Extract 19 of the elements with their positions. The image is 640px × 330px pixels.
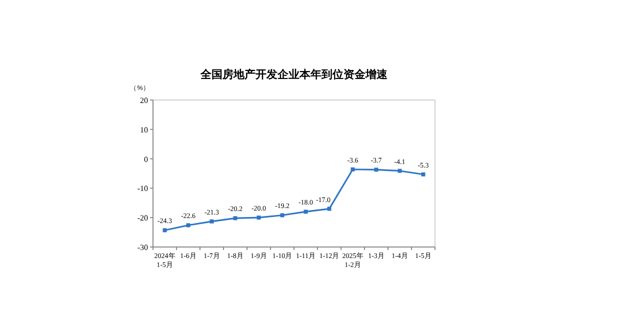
point <box>186 223 190 228</box>
y-tick-label: -20 <box>137 214 148 223</box>
point <box>374 168 378 172</box>
point <box>280 213 284 218</box>
point <box>210 219 214 224</box>
point <box>256 216 261 220</box>
y-tick-label: 20 <box>140 96 148 105</box>
y-tick-label: -30 <box>137 243 148 252</box>
point <box>327 206 332 211</box>
point <box>350 167 355 172</box>
point <box>398 168 402 173</box>
point <box>304 210 308 214</box>
y-tick-label: 10 <box>140 125 148 134</box>
y-tick-label: 0 <box>144 154 148 164</box>
chart-title: 全国房地产开发企业本年到位资金增速 <box>200 68 388 81</box>
point <box>162 228 167 232</box>
point <box>421 172 426 176</box>
point <box>233 216 238 220</box>
y-tick-label: -10 <box>137 184 148 194</box>
